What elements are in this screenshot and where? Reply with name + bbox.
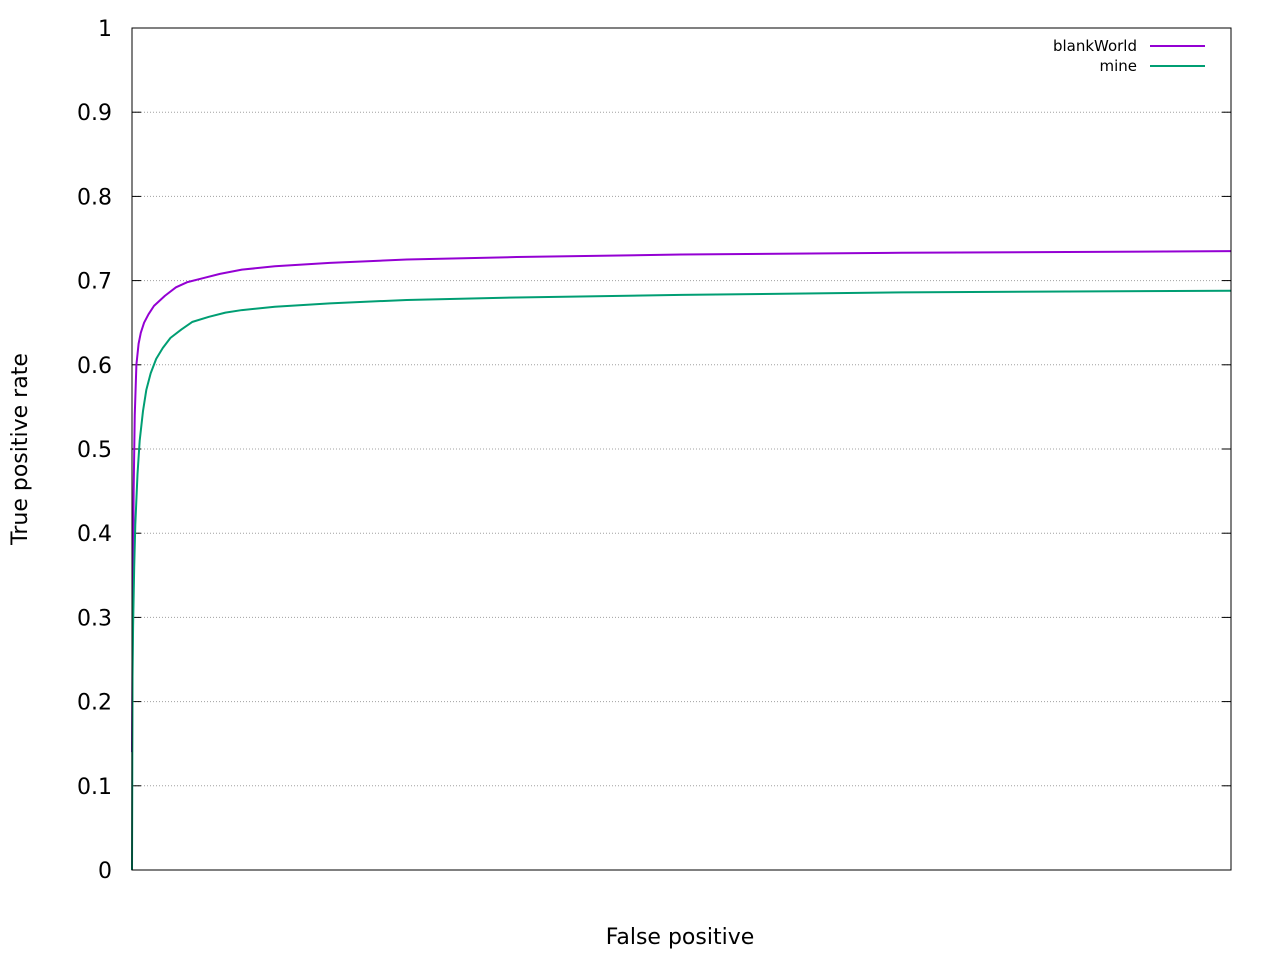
series-line-mine [131,289,1232,871]
legend-label-blankWorld: blankWorld [1053,37,1137,55]
y-tick-label-0: 0 [98,859,112,884]
y-tick-label-8: 0.8 [77,185,112,210]
y-tick-label-5: 0.5 [77,438,112,463]
x-axis-label: False positive [606,925,755,950]
y-tick-label-10: 1 [98,17,112,42]
y-tick-label-3: 0.3 [77,606,112,631]
y-tick-label-6: 0.6 [77,354,112,379]
plot-frame [131,27,1232,871]
legend: blankWorld mine [1053,37,1205,75]
y-axis-label: True positive rate [8,353,33,546]
grid-lines [132,111,1231,787]
y-tick-label-4: 0.4 [77,522,112,547]
legend-label-mine: mine [1099,57,1137,75]
y-tick-label-1: 0.1 [77,775,112,800]
series-lines [131,250,1232,871]
y-tick-label-7: 0.7 [77,270,112,295]
y-tick-label-2: 0.2 [77,691,112,716]
series-line-blankWorld [131,250,1232,753]
y-ticks: 0 0.1 0.2 0.3 0.4 0.5 0.6 0.7 0.8 0.9 1 [77,17,1231,884]
y-tick-label-9: 0.9 [77,101,112,126]
